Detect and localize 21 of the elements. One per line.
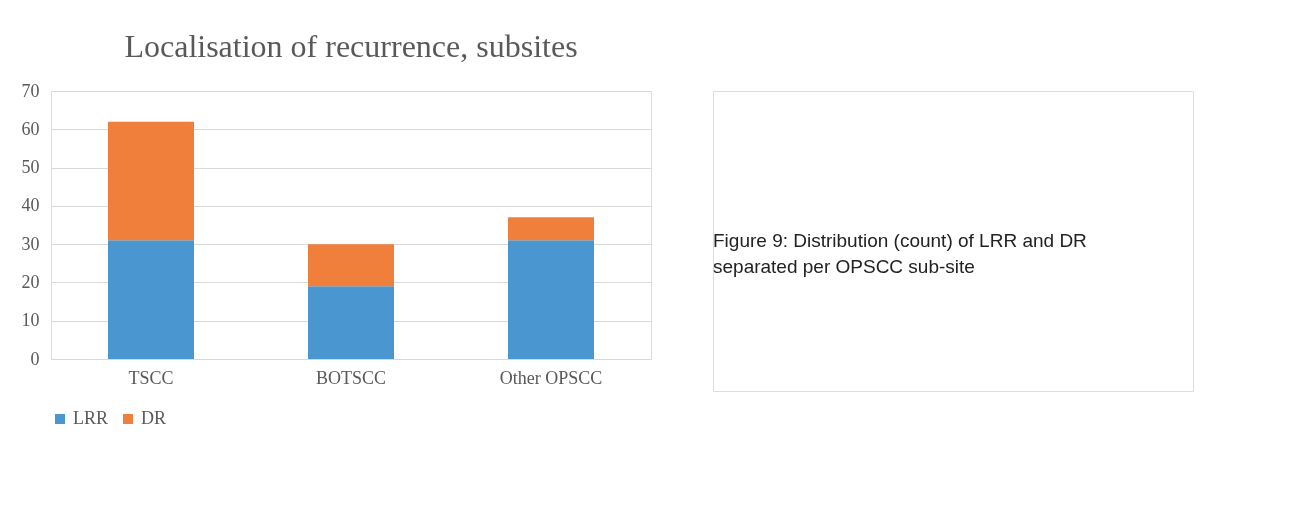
bar [308, 286, 394, 359]
y-tick-label: 60 [21, 118, 40, 139]
y-tick-label: 10 [21, 310, 40, 331]
y-tick-label: 40 [21, 195, 40, 216]
y-tick-label: 0 [30, 348, 40, 369]
chart-title: Localisation of recurrence, subsites [124, 28, 578, 64]
x-tick-label: Other OPSCC [499, 367, 603, 388]
legend-label: LRR [73, 408, 109, 428]
y-tick-label: 20 [21, 271, 40, 292]
bar [108, 121, 194, 241]
x-tick-label: TSCC [128, 367, 174, 388]
legend-label: DR [141, 408, 167, 428]
bar [508, 240, 594, 359]
bar [108, 240, 194, 359]
bar [508, 217, 594, 241]
bar [308, 244, 394, 287]
y-tick-label: 70 [21, 80, 40, 101]
y-tick-label: 50 [21, 157, 40, 178]
x-tick-label: BOTSCC [315, 367, 387, 388]
y-tick-label: 30 [21, 233, 40, 254]
caption: Figure 9: Distribution (count) of LRR and DR separated per OPSCC sub-site [713, 230, 1087, 277]
